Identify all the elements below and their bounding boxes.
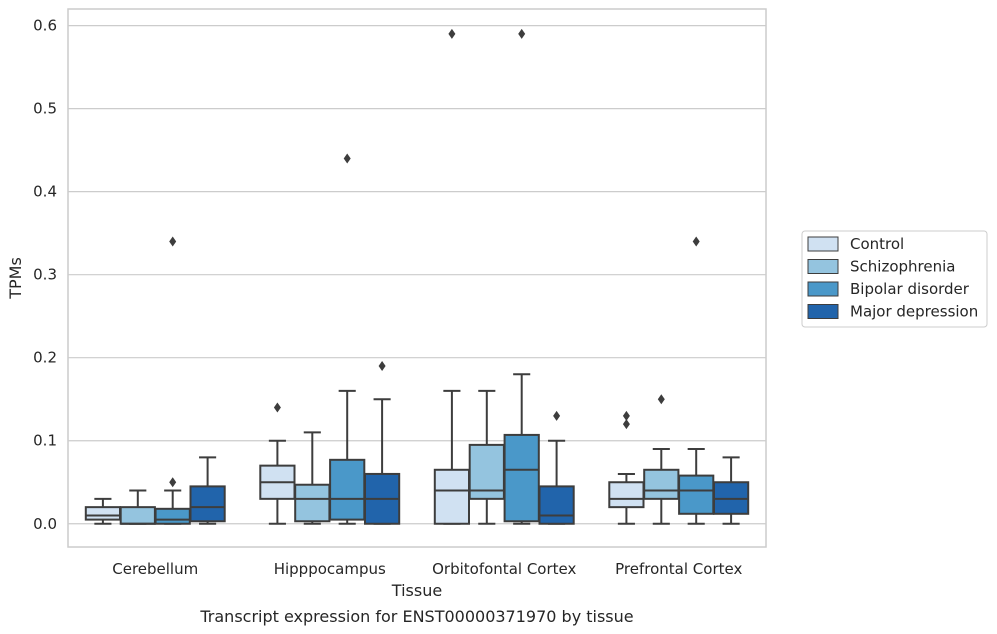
box-bipolar-disorder [154,236,191,525]
plot-frame [67,8,767,548]
box-schizophrenia [468,389,505,525]
x-tick-label: Prefrontal Cortex [615,560,742,578]
legend-label: Schizophrenia [850,258,955,276]
box-major-depression [538,410,575,525]
outlier-point [692,236,700,247]
box-iqr [84,506,122,521]
legend-swatch [807,236,839,252]
outlier-point [169,477,177,488]
box-iqr [329,458,366,521]
box-iqr [538,485,575,525]
legend-label: Bipolar disorder [850,280,970,298]
x-tick-label: Cerebellum [112,560,198,578]
box-iqr [678,474,715,515]
box-major-depression [712,456,750,525]
y-axis-title: TPMs [6,257,25,300]
outlier-point [273,402,281,413]
box-schizophrenia [119,489,156,525]
grid-lines [68,25,766,525]
box-bipolar-disorder [503,28,540,525]
outlier-point [622,419,630,430]
outlier-point [518,28,526,39]
box-bipolar-disorder [329,153,366,525]
box-control [433,28,471,525]
box-major-depression [189,456,226,525]
box-iqr [643,468,680,500]
outlier-point [553,410,561,421]
box-major-depression [363,361,401,525]
outlier-point [378,361,386,372]
y-tick-label: 0.2 [33,349,57,367]
x-axis-title: Tissue [391,581,442,600]
y-tick-label: 0.1 [33,432,57,450]
outlier-point [343,153,351,164]
legend-label: Major depression [850,303,978,321]
legend: Control Schizophrenia Bipolar disorder Majo… [801,230,988,328]
legend-swatch [807,259,839,274]
y-tick-label: 0.6 [33,17,57,35]
box-iqr [608,481,645,509]
box-iqr [119,506,156,525]
box-schizophrenia [294,431,331,525]
box-iqr [294,483,331,523]
box-plot-area [84,28,750,525]
box-schizophrenia [643,394,680,525]
y-axis-ticks: 0.0 0.1 0.2 0.3 0.4 0.5 0.6 [33,17,57,533]
box-iqr [503,433,540,523]
box-iqr [189,485,226,523]
x-tick-label: Hipppocampus [274,560,386,578]
legend-frame [801,230,988,328]
box-control [84,497,122,525]
chart-caption: Transcript expression for ENST0000037197… [199,607,633,626]
outlier-point [622,410,630,421]
outlier-point [657,394,665,405]
y-tick-label: 0.3 [33,266,57,284]
x-tick-label: Orbitofontal Cortex [432,560,576,578]
legend-swatch [807,304,839,319]
box-iqr [433,468,471,525]
box-bipolar-disorder [678,236,715,525]
box-control [259,402,296,525]
outlier-point [169,236,177,247]
y-tick-label: 0.0 [33,515,57,533]
box-iqr [154,507,191,525]
y-tick-label: 0.4 [33,183,57,201]
x-axis-ticks: Cerebellum Hipppocampus Orbitofontal Corte… [112,560,742,578]
y-tick-label: 0.5 [33,100,57,118]
box-control [608,410,645,525]
legend-label: Control [850,235,904,253]
legend-swatch [807,281,839,297]
outlier-point [448,28,456,39]
